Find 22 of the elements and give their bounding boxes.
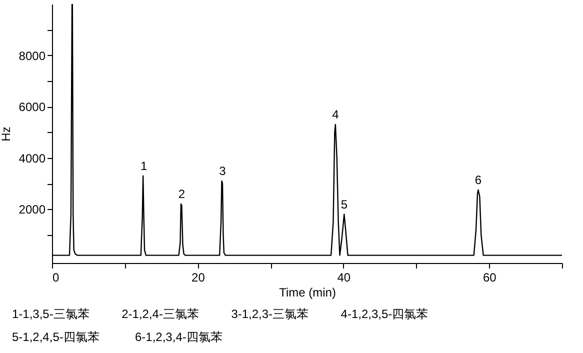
text: 3-1,2,3-三氯苯: [231, 307, 309, 321]
text: 4-1,2,3,5-四氯苯: [340, 307, 428, 321]
y-tick-label: 2000: [18, 202, 46, 217]
annotation: 2: [178, 187, 186, 202]
text: 5-1,2,4,5-四氯苯: [12, 330, 100, 344]
text: 1-1,3,5-三氯苯: [12, 307, 90, 321]
annotation: 1: [140, 158, 148, 173]
x-tick-label: 60: [482, 270, 497, 284]
y-tick-label: 8000: [18, 48, 46, 63]
x-tick-label: 40: [337, 270, 351, 284]
y-tick-label: 4000: [18, 151, 46, 166]
x-axis-title: Time (min): [279, 286, 336, 300]
annotation: 6: [474, 172, 482, 187]
text: 2-1,2,4-三氯苯: [122, 307, 199, 321]
text: 6-1,2,3,4-四氯苯: [135, 330, 222, 344]
y-axis-title: Hz: [0, 126, 13, 142]
annotation: 4: [332, 108, 340, 122]
annotation: 5: [340, 197, 348, 212]
x-tick-label: 20: [192, 270, 206, 284]
annotation: 3: [219, 164, 226, 178]
y-tick-label: 6000: [18, 100, 46, 114]
x-tick-label: 0: [52, 270, 60, 284]
